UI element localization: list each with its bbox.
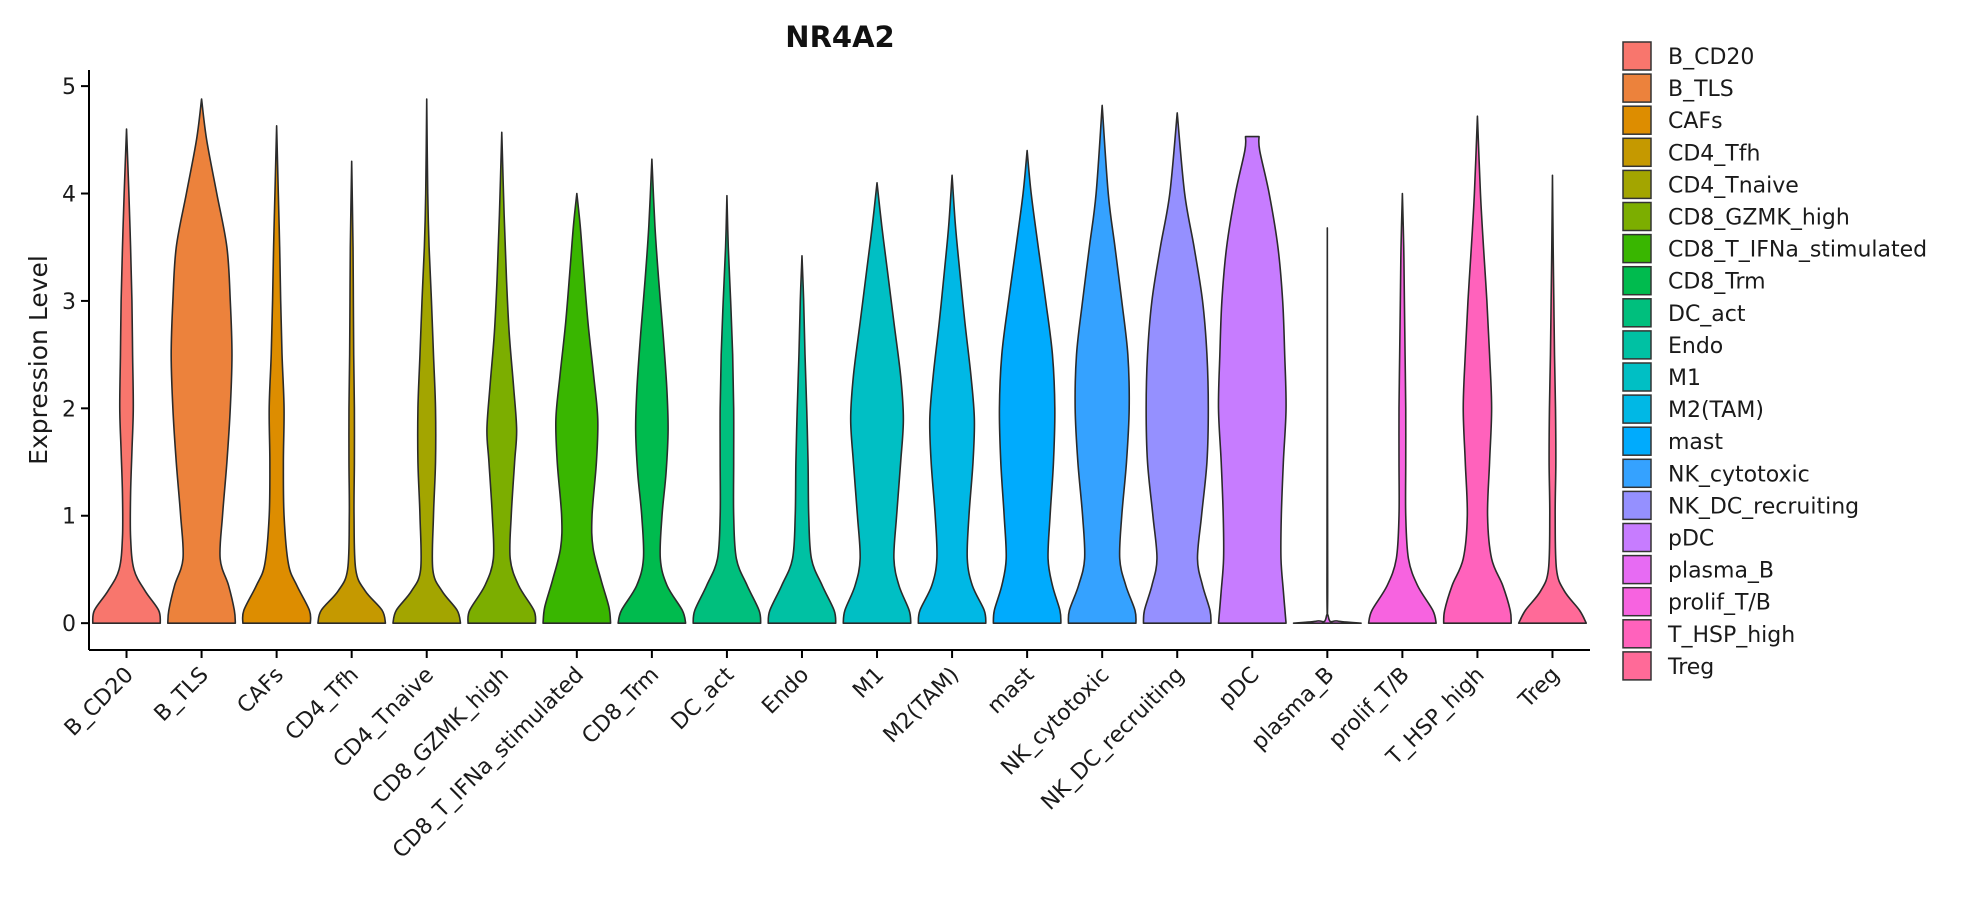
violin-plasma-b xyxy=(1292,227,1362,624)
legend-label-m2-tam: M2(TAM) xyxy=(1668,398,1764,423)
x-tick-label-m1: M1 xyxy=(848,663,889,704)
violin-cd8-t-ifna-stimulated xyxy=(542,192,612,624)
x-tick-label-plasma-b: plasma_B xyxy=(1247,663,1340,756)
legend-label-dc-act: DC_act xyxy=(1668,302,1746,327)
y-tick-label: 4 xyxy=(62,183,76,208)
x-tick-label-m2-tam: M2(TAM) xyxy=(879,663,964,748)
y-tick-label: 5 xyxy=(62,75,76,100)
y-tick-label: 2 xyxy=(62,397,76,422)
legend-swatch-b-cd20 xyxy=(1622,41,1652,71)
x-tick-label-treg: Treg xyxy=(1514,663,1565,714)
legend: B_CD20 B_TLS CAFs CD4_Tfh CD4_Tnaive CD8_GZMK… xyxy=(1622,41,1927,681)
violin-dc-act xyxy=(692,194,762,624)
violin-m2-tam xyxy=(917,174,987,624)
legend-label-cd8-t-ifna-stimulated: CD8_T_IFNa_stimulated xyxy=(1668,238,1927,263)
legend-swatch-dc-act xyxy=(1622,298,1652,328)
legend-label-cd8-gzmk-high: CD8_GZMK_high xyxy=(1668,206,1850,231)
violin-cd8-trm xyxy=(617,158,687,624)
legend-label-t-hsp-high: T_HSP_high xyxy=(1667,623,1795,648)
violin-treg xyxy=(1517,174,1588,624)
violin-b-cd20 xyxy=(91,128,162,624)
legend-swatch-treg xyxy=(1622,651,1652,681)
legend-label-treg: Treg xyxy=(1667,655,1714,680)
violin-cd4-tfh xyxy=(317,160,387,624)
violin-cafs xyxy=(241,125,312,624)
violin-endo xyxy=(767,255,837,624)
legend-swatch-cd4-tfh xyxy=(1622,137,1652,168)
x-tick-label-b-cd20: B_CD20 xyxy=(60,663,139,742)
legend-label-prolif-t-b: prolif_T/B xyxy=(1668,591,1771,616)
legend-swatch-m1 xyxy=(1622,362,1652,392)
legend-label-cd4-tfh: CD4_Tfh xyxy=(1668,141,1760,166)
legend-label-pdc: pDC xyxy=(1668,527,1714,552)
violin-t-hsp-high xyxy=(1442,115,1512,624)
x-tick-label-cd8-trm: CD8_Trm xyxy=(577,663,664,750)
x-tick-label-nk-dc-recruiting: NK_DC_recruiting xyxy=(1037,663,1190,816)
legend-label-mast: mast xyxy=(1668,430,1723,455)
chart-title: NR4A2 xyxy=(785,20,894,54)
x-tick-label-dc-act: DC_act xyxy=(667,662,740,735)
x-tick-label-endo: Endo xyxy=(757,663,814,720)
legend-label-plasma-b: plasma_B xyxy=(1668,559,1774,584)
legend-label-cd8-trm: CD8_Trm xyxy=(1668,270,1766,295)
legend-swatch-cd4-tnaive xyxy=(1622,169,1652,200)
legend-swatch-cd8-t-ifna-stimulated xyxy=(1622,233,1652,264)
violin-cd8-gzmk-high xyxy=(467,131,537,624)
legend-label-endo: Endo xyxy=(1668,334,1723,359)
y-tick-label: 1 xyxy=(62,505,76,530)
legend-swatch-cafs xyxy=(1622,105,1652,135)
violin-m1 xyxy=(842,181,912,624)
legend-swatch-nk-dc-recruiting xyxy=(1622,490,1652,521)
legend-swatch-plasma-b xyxy=(1622,554,1652,585)
violin-b-tls xyxy=(167,98,237,624)
violin-prolif-t-b xyxy=(1367,192,1437,624)
legend-swatch-cd8-trm xyxy=(1622,265,1652,296)
y-tick-label: 0 xyxy=(62,612,76,637)
x-tick-label-cafs: CAFs xyxy=(233,663,289,719)
x-tick-label-mast: mast xyxy=(983,662,1040,719)
x-tick-label-cd8-gzmk-high: CD8_GZMK_high xyxy=(368,663,514,809)
legend-label-nk-dc-recruiting: NK_DC_recruiting xyxy=(1668,494,1859,519)
y-tick-label: 3 xyxy=(62,290,76,315)
legend-swatch-cd8-gzmk-high xyxy=(1622,201,1652,232)
violin-cd4-tnaive xyxy=(392,98,462,624)
legend-swatch-mast xyxy=(1622,426,1652,456)
legend-label-cd4-tnaive: CD4_Tnaive xyxy=(1668,173,1799,198)
legend-label-nk-cytotoxic: NK_cytotoxic xyxy=(1668,462,1810,487)
legend-swatch-m2-tam xyxy=(1622,394,1652,424)
legend-swatch-t-hsp-high xyxy=(1622,619,1652,649)
legend-label-b-cd20: B_CD20 xyxy=(1668,45,1754,70)
legend-label-cafs: CAFs xyxy=(1668,109,1723,134)
violin-nk-dc-recruiting xyxy=(1142,112,1212,624)
violin-pdc xyxy=(1217,135,1287,624)
x-tick-label-b-tls: B_TLS xyxy=(150,663,214,727)
violins-layer xyxy=(91,98,1588,624)
legend-swatch-nk-cytotoxic xyxy=(1622,458,1652,489)
legend-label-m1: M1 xyxy=(1668,366,1701,391)
legend-label-b-tls: B_TLS xyxy=(1668,77,1734,102)
y-axis-title: Expression Level xyxy=(24,255,53,465)
legend-swatch-pdc xyxy=(1622,522,1652,553)
violin-nk-cytotoxic xyxy=(1067,104,1137,624)
x-tick-label-pdc: pDC xyxy=(1214,663,1264,713)
legend-swatch-endo xyxy=(1622,330,1652,360)
violin-mast xyxy=(992,149,1062,624)
legend-swatch-prolif-t-b xyxy=(1622,586,1652,617)
legend-swatch-b-tls xyxy=(1622,73,1652,103)
